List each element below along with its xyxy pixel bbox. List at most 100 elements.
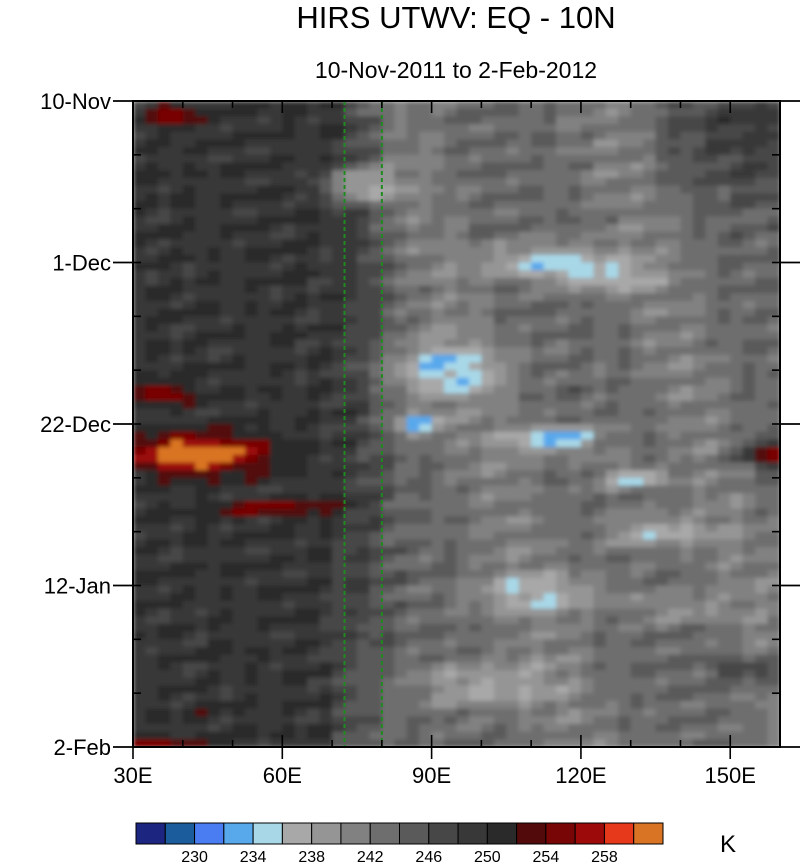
heatmap-cell (668, 139, 682, 148)
heatmap-cell (356, 216, 371, 225)
heatmap-cell (282, 639, 296, 648)
heatmap-cell (356, 585, 371, 594)
heatmap-cell (170, 500, 184, 510)
heatmap-cell (244, 262, 259, 271)
heatmap-cell (282, 685, 296, 694)
heatmap-cell (133, 293, 147, 302)
heatmap-cell (394, 270, 408, 279)
heatmap-cell (605, 108, 620, 118)
heatmap-cell (755, 608, 769, 618)
heatmap-cell (444, 562, 458, 571)
heatmap-cell (717, 493, 732, 502)
heatmap-cell (580, 193, 595, 202)
heatmap-cell (506, 377, 520, 387)
heatmap-cell (493, 108, 508, 118)
heatmap-cell (506, 331, 520, 341)
heatmap-cell (730, 247, 744, 256)
heatmap-cell (692, 585, 707, 594)
heatmap-cell (730, 647, 744, 656)
heatmap-cell (431, 723, 445, 733)
heatmap-cell (742, 639, 756, 648)
heatmap-cell (767, 108, 780, 118)
heatmap-cell (580, 377, 595, 387)
heatmap-cell (742, 347, 756, 356)
heatmap-cell (643, 193, 657, 202)
heatmap-cell (419, 470, 433, 479)
heatmap-cell (133, 185, 147, 195)
heatmap-cell (456, 508, 470, 518)
heatmap-cell (344, 585, 358, 594)
heatmap-cell (655, 216, 669, 225)
heatmap-cell (655, 693, 669, 702)
heatmap-cell (232, 570, 246, 579)
heatmap-cell (145, 385, 159, 395)
heatmap-cell (381, 139, 396, 148)
heatmap-cell (518, 647, 532, 656)
heatmap-cell (643, 654, 657, 664)
heatmap-cell (767, 277, 780, 287)
heatmap-cell (668, 585, 682, 594)
heatmap-cell (468, 277, 483, 287)
heatmap-cell (456, 716, 470, 725)
heatmap-cell (767, 654, 780, 664)
heatmap-cell (705, 262, 719, 271)
heatmap-cell (593, 539, 607, 548)
heatmap-cell (742, 285, 756, 295)
heatmap-cell (431, 616, 445, 625)
heatmap-cell (742, 139, 756, 148)
heatmap-cell (133, 285, 147, 295)
heatmap-cell (195, 108, 209, 118)
heatmap-cell (518, 170, 532, 179)
heatmap-cell (680, 616, 694, 625)
heatmap-cell (356, 131, 371, 141)
heatmap-cell (468, 154, 483, 164)
heatmap-cell (133, 177, 147, 187)
heatmap-cell (543, 293, 557, 302)
heatmap-cell (481, 600, 495, 610)
heatmap-cell (444, 408, 458, 418)
heatmap-cell (506, 277, 520, 287)
heatmap-cell (145, 547, 159, 556)
heatmap-cell (207, 608, 221, 618)
heatmap-cell (394, 416, 408, 425)
heatmap-cell (493, 124, 508, 133)
heatmap-cell (332, 370, 346, 379)
heatmap-cell (307, 285, 321, 295)
heatmap-cell (506, 685, 520, 694)
heatmap-cell (356, 362, 371, 371)
heatmap-cell (257, 424, 271, 433)
heatmap-cell (356, 185, 371, 195)
heatmap-cell (294, 124, 308, 133)
heatmap-cell (692, 654, 707, 664)
heatmap-cell (282, 308, 296, 318)
heatmap-cell (543, 216, 557, 225)
heatmap-cell (220, 731, 234, 741)
heatmap-cell (319, 570, 333, 579)
heatmap-cell (269, 493, 284, 502)
heatmap-cell (468, 254, 483, 264)
heatmap-cell (481, 339, 495, 348)
heatmap-cell (157, 723, 172, 733)
heatmap-cell (506, 316, 520, 325)
heatmap-cell (742, 462, 756, 471)
heatmap-cell (618, 231, 632, 241)
heatmap-cell (419, 623, 433, 633)
heatmap-cell (705, 454, 719, 464)
heatmap-cell (605, 362, 620, 371)
heatmap-cell (506, 231, 520, 241)
heatmap-cell (630, 147, 644, 156)
heatmap-cell (207, 385, 221, 395)
heatmap-cell (419, 477, 433, 487)
heatmap-cell (593, 324, 607, 333)
heatmap-cell (244, 570, 259, 579)
heatmap-cell (232, 585, 246, 594)
heatmap-cell (655, 193, 669, 202)
heatmap-cell (705, 347, 719, 356)
heatmap-cell (257, 324, 271, 333)
heatmap-cell (531, 139, 545, 148)
heatmap-cell (282, 231, 296, 241)
heatmap-cell (767, 124, 780, 133)
heatmap-cell (232, 370, 246, 379)
heatmap-cell (369, 101, 383, 110)
heatmap-cell (643, 470, 657, 479)
